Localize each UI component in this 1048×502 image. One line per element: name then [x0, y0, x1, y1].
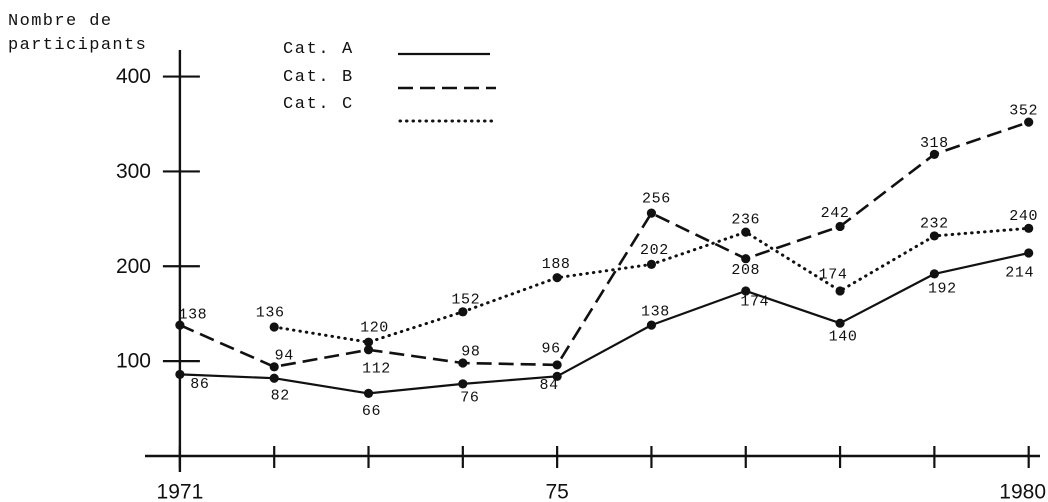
data-label-cat-a: 214 [1005, 265, 1034, 282]
data-label-cat-c: 232 [920, 215, 949, 232]
y-tick-label: 300 [116, 160, 151, 183]
data-point-cat-b [458, 358, 468, 368]
data-point-cat-c [646, 259, 657, 269]
data-point-cat-c [269, 322, 279, 332]
data-label-cat-b: 96 [542, 340, 561, 357]
data-point-cat-c [929, 231, 939, 241]
data-label-cat-a: 86 [190, 376, 209, 393]
data-point-cat-a [835, 318, 845, 328]
data-label-cat-b: 242 [821, 205, 850, 222]
data-point-cat-a [741, 286, 751, 296]
legend: Cat. A Cat. B Cat. C [283, 40, 496, 123]
data-label-cat-b: 318 [920, 135, 949, 152]
x-tick-label: 75 [545, 481, 568, 502]
data-label-cat-c: 240 [1009, 208, 1038, 225]
data-label-cat-a: 66 [362, 403, 381, 420]
y-axis-title: Nombre de participants [8, 12, 147, 55]
data-label-cat-b: 138 [178, 307, 207, 324]
data-point-cat-b [363, 345, 374, 355]
data-label-cat-c: 188 [542, 256, 571, 273]
data-point-cat-b [1024, 117, 1034, 127]
data-label-cat-a: 192 [928, 280, 957, 297]
data-label-cat-a: 140 [829, 329, 858, 346]
data-point-cat-b [552, 360, 562, 370]
data-point-cat-b [646, 208, 657, 218]
data-label-cat-a: 82 [271, 388, 290, 405]
data-label-cat-a: 84 [540, 377, 559, 394]
x-tick-label: 1980 [999, 481, 1046, 502]
data-labels: 86 82 66 76 84 138 174 140 192 214 138 94 112 98 96 256… [178, 103, 1038, 420]
data-point-cat-a [458, 379, 468, 389]
data-point-cat-c [552, 273, 562, 283]
data-label-cat-c: 152 [451, 291, 480, 308]
data-point-cat-c [835, 286, 845, 296]
legend-label-cat-a: Cat. A [283, 40, 354, 59]
data-point-cat-b [175, 320, 185, 330]
data-point-cat-b [835, 221, 845, 232]
data-point-cat-a [363, 388, 374, 398]
data-label-cat-b: 98 [461, 344, 480, 361]
data-point-cat-a [552, 371, 562, 381]
y-tick-label: 400 [116, 65, 151, 88]
y-tick-label: 200 [116, 255, 151, 278]
data-label-cat-c: 236 [731, 212, 760, 229]
data-label-cat-c: 136 [256, 304, 285, 321]
data-point-cat-c [1024, 223, 1034, 233]
data-point-cat-a [175, 369, 185, 380]
data-label-cat-a: 76 [460, 389, 479, 406]
y-tick-label: 100 [116, 350, 151, 373]
data-label-cat-a: 138 [641, 304, 670, 321]
data-point-cat-b [741, 254, 751, 264]
legend-label-cat-b: Cat. B [283, 68, 354, 87]
data-point-cat-c [363, 337, 374, 347]
data-point-cat-a [929, 269, 939, 279]
axes [145, 50, 1040, 472]
series-lines [179, 120, 1031, 395]
series-line-cat-a [179, 251, 1029, 395]
data-label-cat-c: 120 [360, 320, 389, 337]
data-point-cat-b [929, 149, 939, 159]
data-label-cat-b: 112 [362, 360, 391, 377]
data-label-cat-a: 174 [740, 293, 769, 310]
series-line-cat-b [179, 120, 1030, 369]
data-point-cat-c [741, 227, 751, 237]
data-label-cat-b: 352 [1009, 103, 1038, 120]
data-point-cat-b [269, 362, 279, 372]
data-label-cat-b: 256 [642, 191, 671, 208]
data-label-cat-c: 202 [640, 242, 669, 259]
data-point-cat-c [458, 307, 468, 317]
data-points [175, 117, 1034, 398]
y-axis-title-line-2: participants [8, 36, 147, 55]
data-point-cat-a [269, 373, 279, 383]
data-point-cat-a [1024, 248, 1034, 258]
x-tick-label: 1971 [157, 481, 204, 502]
data-label-cat-b: 94 [275, 347, 294, 364]
legend-label-cat-c: Cat. C [283, 95, 354, 114]
tick-labels: 100 200 300 400 1971 75 1980 [116, 65, 1046, 502]
data-point-cat-a [646, 320, 657, 330]
y-axis-title-line-1: Nombre de [8, 12, 112, 31]
data-label-cat-b: 208 [731, 262, 760, 279]
data-label-cat-c: 174 [819, 266, 848, 283]
